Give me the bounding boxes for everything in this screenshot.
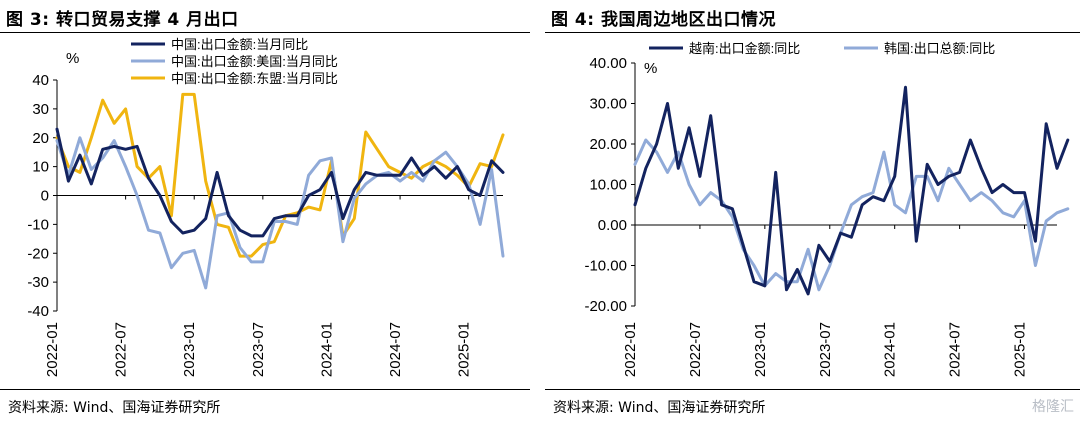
figure-3-y-tick-label: 0 xyxy=(41,188,49,205)
figure-4-x-tick-label: 2025-01 xyxy=(1012,322,1029,377)
figure-4-x-tick-label: 2023-01 xyxy=(752,322,769,377)
figure-4-panel: 图 4: 我国周边地区出口情况 -20.00 -10.00 0.00 10.00 20.… xyxy=(545,0,1080,421)
figure-3-y-tick-label: 20 xyxy=(32,130,49,147)
figure-3-legend-label-2: 中国:出口金额:美国:当月同比 xyxy=(171,54,338,69)
figure-4-legend-label-1: 越南:出口金额:同比 xyxy=(689,41,800,56)
figure-4-y-tick-label: -20.00 xyxy=(584,298,627,315)
figure-3-y-tick-label: 40 xyxy=(32,72,49,89)
figure-3-panel: 图 3: 转口贸易支撑 4 月出口 -40 -30 -20 -10 0 10 20 30 40%… xyxy=(0,0,530,421)
figure-4-y-tick-label: 0.00 xyxy=(598,217,627,234)
figure-3-x-tick-label: 2023-07 xyxy=(250,322,267,377)
figure-3-legend-label-3: 中国:出口金额:东盟:当月同比 xyxy=(171,71,338,86)
figure-3-x-tick-label: 2024-01 xyxy=(318,322,335,377)
figure-4-x-tick-label: 2024-01 xyxy=(882,322,899,377)
figure-3-x-tick-label: 2022-07 xyxy=(113,322,130,377)
figure-3-x-tick-label: 2025-01 xyxy=(456,322,473,377)
figure-3-title: 图 3: 转口贸易支撑 4 月出口 xyxy=(6,10,239,30)
figure-3-legend-label-1: 中国:出口金额:当月同比 xyxy=(171,37,308,52)
figure-3-y-unit-label: % xyxy=(66,50,79,67)
figure-4-x-tick-label: 2024-07 xyxy=(947,322,964,377)
figure-3-y-tick-label: -40 xyxy=(27,303,49,320)
figure-3-series-line-3 xyxy=(55,92,505,258)
figure-3-chart: -40 -30 -20 -10 0 10 20 30 40% 2022-01 2022-07 2023… xyxy=(27,37,505,377)
watermark-logo: 格隆汇 xyxy=(1032,399,1074,415)
figure-3-x-tick-label: 2024-07 xyxy=(387,322,404,377)
figure-4-chart: -20.00 -10.00 0.00 10.00 20.00 30.00 40.00 % 202… xyxy=(584,41,1070,377)
figure-3-y-tick-label: 30 xyxy=(32,101,49,118)
figure-4-y-tick-label: 30.00 xyxy=(589,96,627,113)
figure-3-bottom-rule xyxy=(0,389,530,390)
figure-4-source: 资料来源: Wind、国海证券研究所 xyxy=(553,400,766,416)
figure-3-y-tick-label: -20 xyxy=(27,245,49,262)
figure-3-y-tick-label: 10 xyxy=(32,159,49,176)
figure-4-y-tick-label: 20.00 xyxy=(589,136,627,153)
figure-3-series-line-2 xyxy=(55,136,505,290)
figure-4-series-line-1 xyxy=(633,85,1070,296)
figure-3-series-line-1 xyxy=(55,127,505,238)
figure-4-x-tick-label: 2022-01 xyxy=(622,322,639,377)
figure-4-y-tick-label: 10.00 xyxy=(589,177,627,194)
figure-4-title: 图 4: 我国周边地区出口情况 xyxy=(551,10,776,30)
figure-3-source: 资料来源: Wind、国海证券研究所 xyxy=(8,400,221,416)
figure-4-bottom-rule xyxy=(545,389,1080,390)
figure-4-x-tick-label: 2022-07 xyxy=(687,322,704,377)
figure-4-y-tick-label: 40.00 xyxy=(589,55,627,72)
figure-4-legend-label-2: 韩国:出口总额:同比 xyxy=(884,41,995,56)
figure-3-top-rule xyxy=(0,32,530,33)
figure-3-y-tick-label: -10 xyxy=(27,216,49,233)
figure-3-x-tick-label: 2023-01 xyxy=(181,322,198,377)
figure-4-y-tick-label: -10.00 xyxy=(584,258,627,275)
figure-4-top-rule xyxy=(545,32,1080,33)
figure-3-x-tick-label: 2022-01 xyxy=(44,322,61,377)
figure-4-x-tick-label: 2023-07 xyxy=(817,322,834,377)
figure-4-series-line-2 xyxy=(633,138,1070,292)
figure-3-y-tick-label: -30 xyxy=(27,274,49,291)
figure-4-y-unit-label: % xyxy=(644,60,657,77)
